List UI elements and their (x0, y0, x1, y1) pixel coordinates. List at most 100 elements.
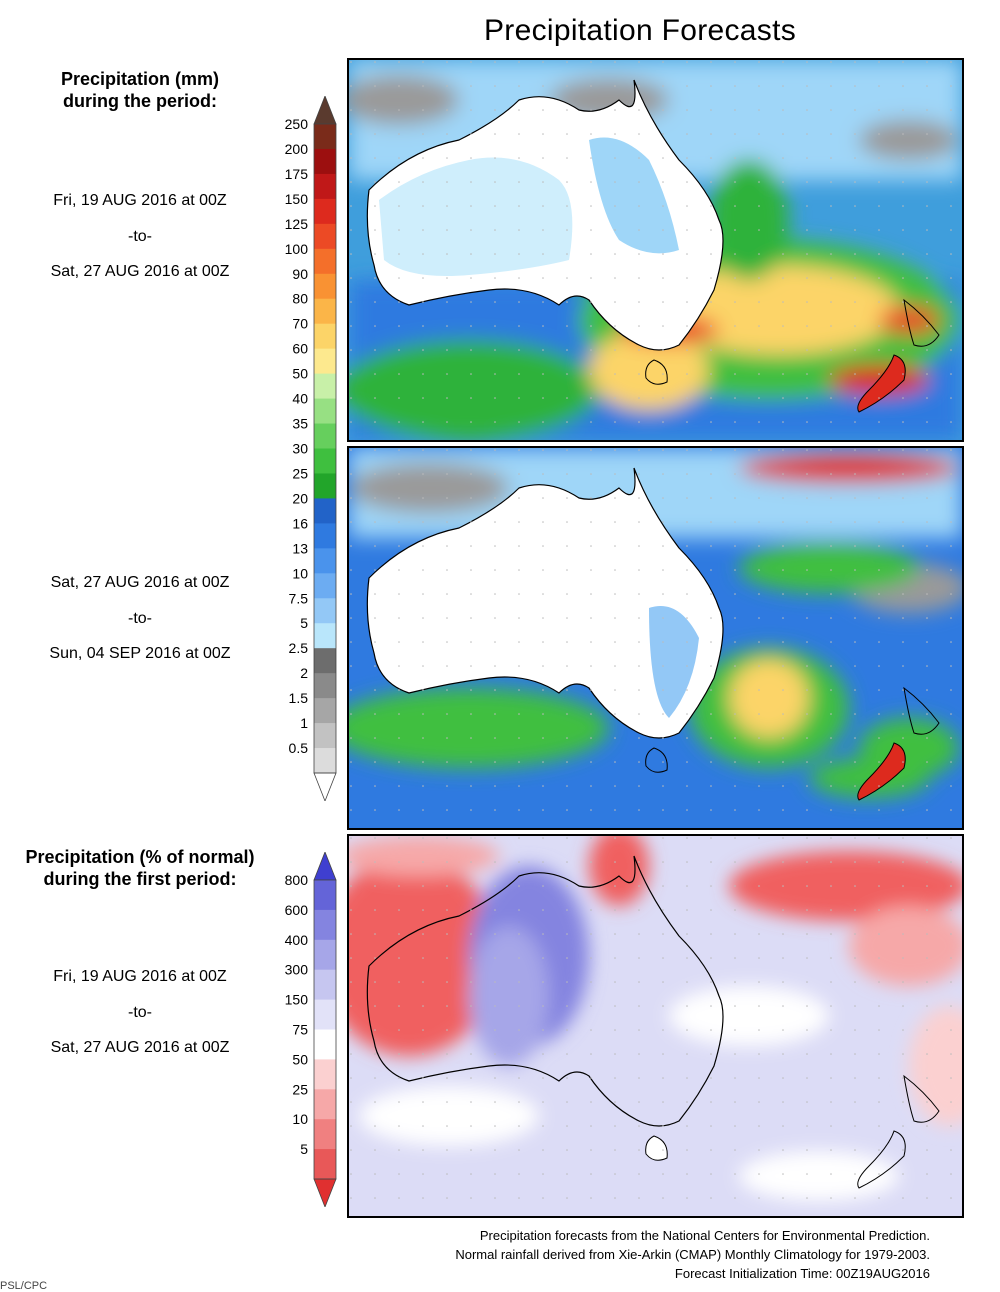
mm-colorbar-swatch (314, 673, 336, 699)
pct-colorbar-label: 400 (285, 932, 309, 948)
pct-colorbar-swatch (314, 999, 336, 1030)
pct-colorbar-outline (313, 879, 337, 1180)
pct-heading-line2: during the first period: (43, 869, 237, 889)
mm-colorbar-swatch (314, 523, 336, 549)
pct-colorbar-label: 600 (285, 902, 309, 918)
mm-colorbar-label: 90 (292, 266, 308, 282)
pct-colorbar-label: 75 (292, 1022, 308, 1038)
mm-colorbar-swatch (314, 373, 336, 400)
period1-start: Fri, 19 AUG 2016 at 00Z (53, 192, 227, 209)
mm-colorbar-swatch (314, 124, 336, 150)
mm-colorbar-swatch (314, 748, 336, 774)
mm-colorbar-label: 60 (292, 341, 308, 357)
period3-sep: -to- (128, 1004, 152, 1021)
mm-colorbar-label: 200 (285, 141, 309, 157)
pct-colorbar-label: 800 (285, 872, 309, 888)
mm-colorbar-swatch (314, 198, 336, 225)
mm-colorbar-label: 13 (292, 540, 308, 556)
pct-colorbar-swatch (314, 880, 336, 911)
mm-colorbar-swatch (314, 223, 336, 250)
mm-colorbar-label: 40 (292, 391, 308, 407)
mm-heading-line1: Precipitation (mm) (60, 69, 220, 89)
credit-text: PSL/CPC (0, 1280, 48, 1292)
mm-colorbar-label: 250 (285, 116, 309, 132)
mm-colorbar-swatch (314, 573, 336, 599)
mm-colorbar-swatch (314, 148, 336, 175)
map-precip-period2 (347, 446, 964, 830)
pct-colorbar-swatch (314, 1059, 336, 1090)
period3-end: Sat, 27 AUG 2016 at 00Z (50, 1039, 230, 1056)
mm-colorbar-label: 0.5 (289, 740, 309, 756)
mm-colorbar-label: 150 (285, 191, 309, 207)
mm-colorbar-swatch (314, 498, 336, 524)
mm-colorbar-label: 30 (292, 441, 308, 457)
map-percent-normal (347, 834, 964, 1218)
mm-colorbar-swatch (314, 473, 336, 499)
period3-start: Fri, 19 AUG 2016 at 00Z (53, 968, 227, 985)
mm-colorbar-label: 25 (292, 465, 308, 481)
pct-colorbar-label: 5 (300, 1141, 308, 1157)
mm-colorbar-swatch (314, 698, 336, 724)
mm-colorbar-swatch (314, 323, 336, 350)
mm-colorbar-label: 1.5 (289, 690, 309, 706)
footer-line1: Precipitation forecasts from the Nationa… (479, 1228, 930, 1243)
pct-colorbar-label: 10 (292, 1111, 308, 1127)
mm-colorbar-bottom-arrow (313, 772, 337, 803)
mm-colorbar: 250 200 175 150 125 100 90 80 70 60 50 40 35 30 25 20 16… (260, 94, 340, 803)
pct-colorbar-swatch (314, 939, 336, 971)
period2-end: Sun, 04 SEP 2016 at 00Z (49, 645, 231, 662)
mm-colorbar-label: 5 (300, 615, 308, 631)
period1-end: Sat, 27 AUG 2016 at 00Z (50, 263, 230, 280)
pct-colorbar-swatch (314, 1149, 336, 1180)
mm-colorbar-label: 10 (292, 565, 308, 581)
period2-sep: -to- (128, 610, 152, 627)
mm-colorbar-label: 16 (292, 515, 308, 531)
mm-colorbar-label: 175 (285, 166, 309, 182)
pct-colorbar-swatch (314, 1089, 336, 1120)
mm-colorbar-swatch (314, 548, 336, 574)
mm-colorbar-label: 35 (292, 416, 308, 432)
mm-colorbar-swatch (314, 623, 336, 649)
mm-colorbar-swatch (314, 723, 336, 749)
pct-colorbar-label: 25 (292, 1081, 308, 1097)
mm-colorbar-swatch (314, 448, 336, 474)
footer-line3: Forecast Initialization Time: 00Z19AUG20… (674, 1266, 930, 1281)
mm-colorbar-swatch (314, 298, 336, 325)
mm-colorbar-swatch (314, 273, 336, 300)
mm-colorbar-label: 80 (292, 291, 308, 307)
pct-colorbar: 800 600 400 300 150 75 50 25 10 5 (260, 850, 340, 1209)
mm-colorbar-top-arrow (313, 94, 337, 125)
pct-colorbar-label: 300 (285, 962, 309, 978)
mm-colorbar-outline (313, 123, 337, 774)
mm-colorbar-label: 7.5 (289, 590, 309, 606)
mm-colorbar-swatch (314, 348, 336, 375)
mm-colorbar-swatch (314, 598, 336, 624)
pct-section-heading: Precipitation (% of normal) during the f… (5, 846, 275, 890)
mm-colorbar-label: 2.5 (289, 640, 309, 656)
mm-colorbar-label: 100 (285, 241, 309, 257)
period1-sep: -to- (128, 228, 152, 245)
map-precip-period1 (347, 58, 964, 442)
pct-heading-line1: Precipitation (% of normal) (25, 847, 255, 867)
pct-colorbar-swatch (314, 1029, 336, 1060)
page-title: Precipitation Forecasts (483, 14, 797, 47)
mm-colorbar-swatch (314, 173, 336, 200)
period2-start: Sat, 27 AUG 2016 at 00Z (50, 574, 230, 591)
mm-colorbar-swatch (314, 248, 336, 275)
pct-colorbar-top-arrow (313, 850, 337, 881)
mm-heading-line2: during the period: (63, 91, 217, 111)
mm-colorbar-label: 20 (292, 490, 308, 506)
pct-colorbar-label: 50 (292, 1051, 308, 1067)
mm-section-heading: Precipitation (mm) during the period: (20, 68, 260, 112)
footer-notes: Precipitation forecasts from the Nationa… (455, 1226, 930, 1283)
footer-line2: Normal rainfall derived from Xie-Arkin (… (455, 1247, 930, 1262)
pct-colorbar-swatch (314, 909, 336, 941)
pct-colorbar-label: 150 (285, 992, 309, 1008)
mm-colorbar-label: 125 (285, 216, 309, 232)
mm-colorbar-label: 2 (300, 665, 308, 681)
pct-colorbar-swatch (314, 969, 336, 1001)
mm-colorbar-swatch (314, 648, 336, 674)
mm-colorbar-swatch (314, 398, 336, 425)
mm-colorbar-label: 1 (300, 715, 308, 731)
mm-colorbar-label: 70 (292, 316, 308, 332)
